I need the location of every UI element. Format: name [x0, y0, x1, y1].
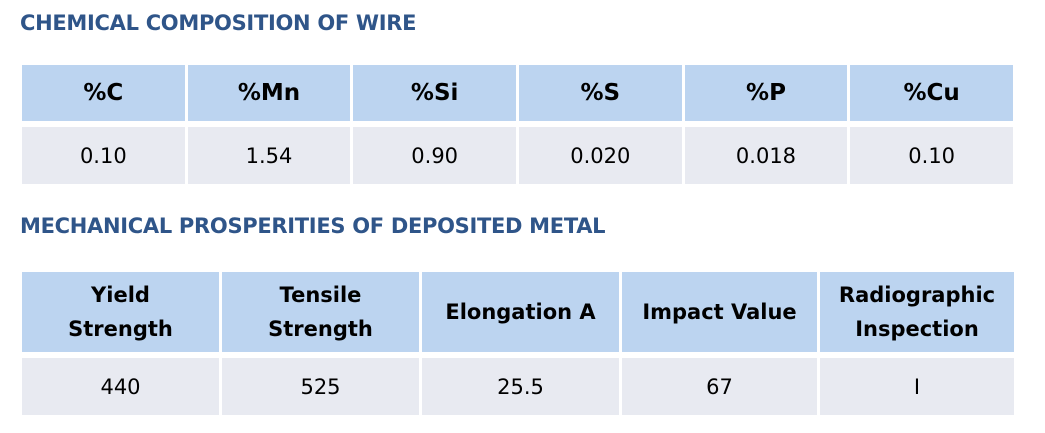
- header-line: Impact Value: [642, 300, 797, 324]
- chemical-composition-table: %C %Mn %Si %S %P %Cu 0.10 1.54 0.90 0.02…: [22, 65, 1013, 184]
- header-cell-c: %C: [22, 65, 185, 121]
- header-line: Inspection: [855, 317, 979, 341]
- header-cell-s: %S: [519, 65, 682, 121]
- header-cell-radiographic-inspection: Radiographic Inspection: [820, 272, 1014, 352]
- value-cell-s: 0.020: [519, 127, 682, 184]
- mechanical-properties-title: MECHANICAL PROSPERITIES OF DEPOSITED MET…: [20, 214, 606, 238]
- header-line: Tensile: [279, 283, 362, 307]
- header-line: Strength: [268, 317, 373, 341]
- header-cell-p: %P: [684, 65, 848, 121]
- header-line: Radiographic: [838, 283, 996, 307]
- header-cell-tensile-strength: Tensile Strength: [222, 272, 419, 352]
- mechanical-properties-table: Yield Strength Tensile Strength Elongation…: [22, 272, 1014, 415]
- value-cell-elongation: 25.5: [422, 358, 619, 415]
- header-line: Yield: [91, 283, 150, 307]
- header-cell-cu: %Cu: [850, 65, 1013, 121]
- header-cell-elongation: Elongation A: [422, 272, 619, 352]
- header-cell-yield-strength: Yield Strength: [22, 272, 219, 352]
- value-cell-p: 0.018: [684, 127, 848, 184]
- value-cell-mn: 1.54: [187, 127, 351, 184]
- header-cell-impact-value: Impact Value: [622, 272, 817, 352]
- value-cell-yield-strength: 440: [22, 358, 219, 415]
- header-line: Elongation A: [445, 300, 596, 324]
- value-cell-tensile-strength: 525: [222, 358, 419, 415]
- value-cell-cu: 0.10: [850, 127, 1013, 184]
- header-cell-si: %Si: [353, 65, 516, 121]
- header-line: Strength: [68, 317, 173, 341]
- value-cell-impact-value: 67: [622, 358, 817, 415]
- chemical-composition-title: CHEMICAL COMPOSITION OF WIRE: [20, 11, 417, 35]
- header-cell-mn: %Mn: [187, 65, 351, 121]
- value-cell-si: 0.90: [353, 127, 516, 184]
- value-cell-c: 0.10: [22, 127, 185, 184]
- value-cell-radiographic-inspection: I: [820, 358, 1014, 415]
